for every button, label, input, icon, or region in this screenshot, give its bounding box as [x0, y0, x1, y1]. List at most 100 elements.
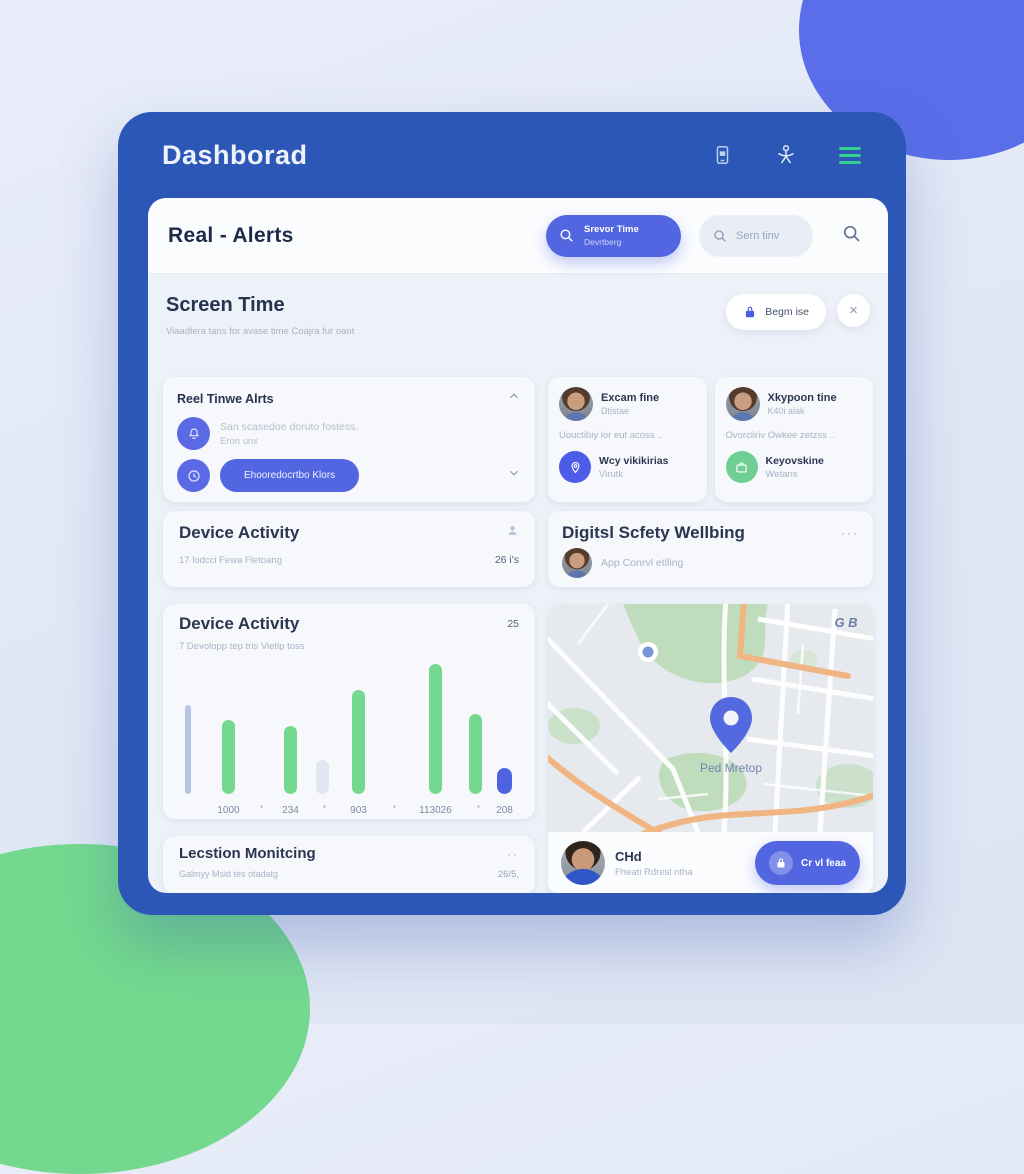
- map[interactable]: Ped Mretop G B: [548, 604, 873, 832]
- chart-bar[interactable]: [469, 714, 482, 794]
- profile-card: Excam fine Dtistae Uouctibiy lor eut aco…: [548, 377, 707, 502]
- person-icon[interactable]: [774, 143, 798, 167]
- tablet-icon[interactable]: [710, 143, 734, 167]
- lock-icon: [746, 306, 755, 318]
- search-icon: [560, 229, 573, 242]
- map-pin-icon: [710, 697, 752, 753]
- chart-bar[interactable]: [352, 690, 365, 794]
- map-pin-icon: [559, 451, 591, 483]
- map-pin-label: Ped Mretop: [700, 761, 762, 775]
- screen-time-button[interactable]: Srevor Time Devrtberg: [546, 214, 681, 257]
- map-card: Ped Mretop G B CHd Fheati Rdresl ntha: [548, 604, 873, 893]
- chart-bar[interactable]: [429, 664, 442, 794]
- lock-icon: [768, 851, 793, 875]
- person-badge-icon[interactable]: [506, 524, 519, 542]
- chart-x-label: 234: [282, 805, 299, 816]
- profile-name: Xkypoon tine: [767, 392, 837, 404]
- alert-text: San scasedoe doruto fostess.: [220, 420, 359, 433]
- chart-tick-mark: [393, 805, 396, 808]
- search-icon: [714, 229, 726, 242]
- chart-bar[interactable]: [497, 768, 512, 794]
- child-button-label: Cr vl feaa: [800, 857, 846, 869]
- chevron-down-icon[interactable]: [507, 466, 521, 485]
- location-subtitle: Galmyy Msid tes otadatg: [179, 869, 279, 879]
- profile-desc: Uouctibiy lor eut acoss ..: [559, 430, 663, 441]
- map-brand: G B: [834, 615, 857, 630]
- search-input-value: Sern tinv: [736, 229, 780, 242]
- child-subtitle: Fheati Rdresl ntha: [615, 866, 693, 878]
- search-icon[interactable]: [841, 223, 862, 249]
- chart-card-title: Device Activity: [179, 614, 300, 633]
- stat-label: Keyovskine: [765, 454, 824, 467]
- briefcase-icon: [725, 451, 758, 483]
- bell-icon: [177, 417, 210, 450]
- alert-meta: Eron unx: [220, 435, 259, 447]
- chart-x-label: 208: [496, 805, 513, 816]
- profile-card: Xkypoon tine K40i alak Ovorcliriv Owkee …: [714, 377, 873, 502]
- chart-x-label: 1000: [217, 805, 240, 816]
- alert-action-button[interactable]: Ehooredocrtbo Klors: [220, 459, 360, 492]
- button-label-line2: Devrtberg: [584, 237, 622, 247]
- chart-x-label: 903: [350, 805, 367, 816]
- avatar: [559, 387, 593, 421]
- child-name: CHd: [615, 848, 642, 864]
- avatar: [562, 548, 592, 578]
- wellbeing-card-title: Digitsl Scfety Wellbing: [562, 523, 745, 542]
- profile-meta: K40i alak: [767, 406, 805, 416]
- cards-grid: Reel Tinwe Alrts San scasedoe doruto fos…: [148, 363, 888, 893]
- clock-icon: [177, 459, 210, 492]
- bar-chart: 1000 234 903 113026 208: [179, 656, 519, 818]
- stat-meta: Virutk: [599, 468, 624, 480]
- alerts-card-title: Reel Tinwe Alrts: [177, 391, 274, 406]
- summary-value: 26 i's: [494, 554, 519, 566]
- summary-card-title: Device Activity: [179, 523, 300, 542]
- section-subtitle: Viaadlera tans for avase time Coajra fur…: [166, 326, 355, 337]
- digital-safety-wellbeing-card: Digitsl Scfety Wellbing ··· App Conrvl e…: [548, 511, 873, 587]
- chevron-up-icon[interactable]: [507, 389, 521, 408]
- profile-desc: Ovorcliriv Owkee zetzss ..: [725, 430, 835, 441]
- button-label-line1: Srevor Time: [584, 224, 639, 235]
- child-action-button[interactable]: Cr vl feaa: [754, 841, 860, 885]
- location-monitoring-card: Lecstion Monitcing ·· Galmyy Msid tes ot…: [163, 836, 535, 893]
- chart-corner-value: 25: [507, 618, 519, 630]
- section-title: Screen Time: [166, 294, 285, 316]
- badge-label: Begm ise: [765, 306, 809, 318]
- real-time-alerts-card: Reel Tinwe Alrts San scasedoe doruto fos…: [163, 377, 535, 502]
- avatar: [725, 387, 760, 421]
- chart-tick-mark: [260, 805, 263, 808]
- wellbeing-subtitle: App Conrvl etlling: [601, 557, 684, 569]
- chart-bar[interactable]: [222, 720, 235, 794]
- app-header: Dashborad: [118, 112, 906, 198]
- profile-meta: Dtistae: [601, 406, 630, 416]
- location-card-title: Lecstion Monitcing: [179, 845, 316, 862]
- device-activity-summary-card: Device Activity 17 lodcci Fewa Fletoang …: [163, 511, 535, 587]
- location-value: 26/5,: [497, 869, 519, 880]
- close-button[interactable]: ×: [837, 294, 870, 327]
- chart-bar[interactable]: [284, 726, 297, 794]
- search-input[interactable]: Sern tinv: [699, 214, 813, 257]
- content-area: Real - Alerts Srevor Time Devrtberg Sern…: [148, 198, 888, 893]
- dashboard-panel: Dashborad Real - Alerts: [118, 112, 906, 915]
- overflow-menu-icon[interactable]: ···: [841, 526, 859, 540]
- profile-name: Excam fine: [601, 392, 660, 404]
- avatar: [561, 841, 605, 885]
- menu-icon[interactable]: [838, 143, 862, 167]
- small-location-marker-icon: [638, 642, 658, 662]
- chart-tick-mark: [477, 805, 480, 808]
- chart-subtitle: 7 Devolopp tep tris Vietip toss: [179, 641, 305, 652]
- section-header: Screen Time Viaadlera tans for avase tim…: [148, 274, 888, 363]
- permissions-badge-button[interactable]: Begm ise: [726, 294, 826, 330]
- chart-tick-mark: [323, 805, 326, 808]
- stat-meta: Wetans: [765, 468, 798, 480]
- overflow-menu-icon[interactable]: ··: [507, 846, 519, 861]
- chart-bar[interactable]: [185, 705, 191, 794]
- toolbar: Real - Alerts Srevor Time Devrtberg Sern…: [148, 198, 888, 274]
- chart-bar[interactable]: [316, 760, 329, 794]
- stat-label: Wcy vikikirias: [599, 454, 669, 467]
- child-footer: CHd Fheati Rdresl ntha Cr vl feaa: [548, 832, 873, 893]
- summary-subtitle: 17 lodcci Fewa Fletoang: [179, 555, 282, 566]
- toolbar-title: Real - Alerts: [168, 223, 294, 247]
- chart-x-label: 113026: [419, 805, 452, 816]
- device-activity-chart-card: Device Activity 25 7 Devolopp tep tris V…: [163, 604, 535, 819]
- page-title: Dashborad: [162, 139, 308, 170]
